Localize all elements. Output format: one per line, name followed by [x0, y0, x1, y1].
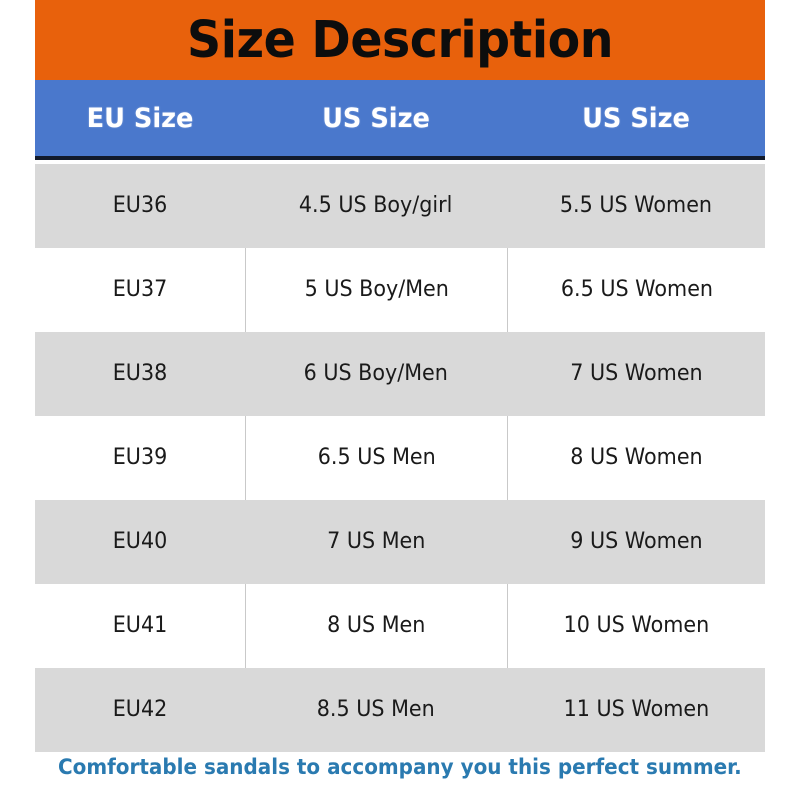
cell-text: EU39: [112, 445, 168, 470]
cell-text: EU42: [112, 697, 168, 722]
cell-text: 8.5 US Men: [316, 697, 435, 722]
cell-eu-size: EU41: [35, 584, 245, 668]
cell-us-size-secondary: 5.5 US Women: [507, 164, 765, 248]
cell-us-size-primary: 6.5 US Men: [245, 416, 507, 500]
cell-us-size-primary: 4.5 US Boy/girl: [245, 164, 507, 248]
cell-us-size-primary: 6 US Boy/Men: [245, 332, 507, 416]
cell-text: 10 US Women: [563, 613, 710, 638]
cell-us-size-primary: 8.5 US Men: [245, 668, 507, 752]
table-row: EU39 6.5 US Men 8 US Women: [35, 416, 765, 500]
footer-text: Comfortable sandals to accompany you thi…: [58, 755, 742, 779]
table-header-row: EU Size US Size US Size: [35, 80, 765, 160]
cell-text: EU40: [112, 529, 168, 554]
column-header-eu-size: EU Size: [86, 102, 194, 134]
page-title: Size Description: [186, 10, 614, 70]
column-header-us-size-secondary: US Size: [582, 102, 690, 134]
cell-us-size-secondary: 11 US Women: [507, 668, 765, 752]
cell-text: 4.5 US Boy/girl: [299, 193, 453, 218]
cell-eu-size: EU36: [35, 164, 245, 248]
cell-us-size-primary: 5 US Boy/Men: [245, 248, 507, 332]
cell-text: 5 US Boy/Men: [304, 277, 449, 302]
cell-text: 6.5 US Women: [560, 277, 713, 302]
cell-text: EU37: [112, 277, 168, 302]
cell-text: 6.5 US Men: [317, 445, 436, 470]
table-row: EU41 8 US Men 10 US Women: [35, 584, 765, 668]
cell-us-size-secondary: 10 US Women: [507, 584, 765, 668]
cell-text: EU36: [112, 193, 168, 218]
cell-eu-size: EU40: [35, 500, 245, 584]
cell-text: 9 US Women: [569, 529, 703, 554]
cell-us-size-secondary: 7 US Women: [507, 332, 765, 416]
cell-text: 7 US Women: [569, 361, 703, 386]
size-table-body: EU36 4.5 US Boy/girl 5.5 US Women EU37 5…: [35, 164, 765, 752]
cell-us-size-secondary: 9 US Women: [507, 500, 765, 584]
table-row: EU42 8.5 US Men 11 US Women: [35, 668, 765, 752]
table-row: EU36 4.5 US Boy/girl 5.5 US Women: [35, 164, 765, 248]
cell-text: EU38: [112, 361, 168, 386]
cell-text: 6 US Boy/Men: [303, 361, 449, 386]
cell-us-size-primary: 8 US Men: [245, 584, 507, 668]
column-header-us-size-primary: US Size: [322, 102, 430, 134]
table-row: EU38 6 US Boy/Men 7 US Women: [35, 332, 765, 416]
cell-text: 11 US Women: [563, 697, 709, 722]
cell-us-size-secondary: 6.5 US Women: [507, 248, 765, 332]
cell-text: EU41: [112, 613, 168, 638]
cell-text: 5.5 US Women: [559, 193, 713, 218]
cell-text: 7 US Men: [326, 529, 426, 554]
cell-eu-size: EU38: [35, 332, 245, 416]
cell-us-size-primary: 7 US Men: [245, 500, 507, 584]
title-band: Size Description: [35, 0, 765, 80]
footer-tagline: Comfortable sandals to accompany you thi…: [35, 757, 765, 800]
cell-text: 8 US Men: [327, 613, 426, 638]
table-row: EU37 5 US Boy/Men 6.5 US Women: [35, 248, 765, 332]
cell-eu-size: EU37: [35, 248, 245, 332]
table-row: EU40 7 US Men 9 US Women: [35, 500, 765, 584]
cell-eu-size: EU39: [35, 416, 245, 500]
cell-text: 8 US Women: [570, 445, 703, 470]
cell-eu-size: EU42: [35, 668, 245, 752]
cell-us-size-secondary: 8 US Women: [507, 416, 765, 500]
